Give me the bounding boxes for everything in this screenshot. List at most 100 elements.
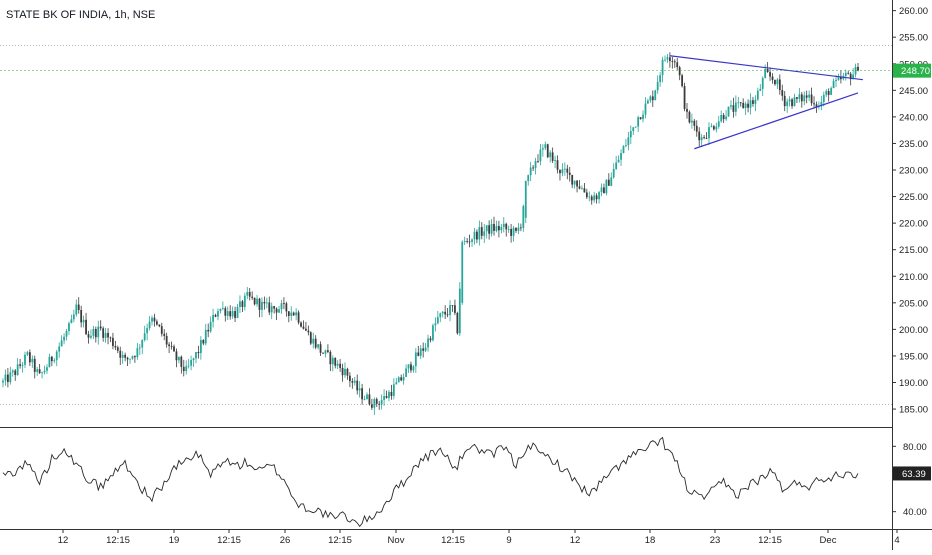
candle-body bbox=[219, 308, 222, 312]
candle-body bbox=[649, 96, 652, 101]
candle-body bbox=[732, 105, 735, 112]
candle-body bbox=[720, 114, 723, 122]
candle-body bbox=[77, 304, 80, 311]
price-tick-label: 240.00 bbox=[899, 112, 928, 123]
candle-body bbox=[776, 79, 779, 85]
candle-body bbox=[160, 326, 163, 334]
candle-body bbox=[566, 168, 569, 173]
candle-body bbox=[532, 167, 534, 169]
candle-body bbox=[436, 317, 439, 324]
candle-body bbox=[261, 301, 263, 310]
time-tick-label: 12:15 bbox=[441, 535, 465, 546]
candle-body bbox=[654, 90, 657, 101]
candle-body bbox=[392, 384, 395, 396]
candle-body bbox=[26, 352, 29, 355]
candle-body bbox=[690, 120, 693, 123]
time-tick-label: 12:15 bbox=[106, 535, 130, 546]
candle-body bbox=[341, 367, 344, 376]
candle-body bbox=[556, 160, 559, 170]
candle-body bbox=[329, 351, 332, 365]
price-tick-label: 205.00 bbox=[899, 298, 928, 309]
candle-body bbox=[815, 104, 818, 108]
candle-body bbox=[656, 82, 659, 91]
candle-body bbox=[827, 91, 830, 95]
candle-body bbox=[563, 168, 566, 170]
candle-body bbox=[36, 369, 39, 372]
candle-body bbox=[199, 340, 202, 354]
candle-body bbox=[192, 358, 195, 361]
candle-body bbox=[348, 375, 351, 382]
rsi-value-tag bbox=[893, 466, 931, 481]
candle-body bbox=[581, 188, 583, 190]
candle-body bbox=[427, 338, 429, 348]
candle-body bbox=[300, 322, 302, 327]
candle-body bbox=[366, 394, 368, 400]
candle-body bbox=[43, 370, 46, 373]
candle-body bbox=[202, 340, 205, 344]
candle-body bbox=[857, 66, 859, 71]
candle-body bbox=[177, 356, 180, 361]
candle-body bbox=[483, 231, 486, 236]
candle-body bbox=[647, 100, 649, 104]
candle-body bbox=[737, 102, 740, 104]
candle-body bbox=[456, 312, 459, 334]
candle-body bbox=[248, 291, 251, 297]
candle-body bbox=[695, 125, 698, 132]
candle-body bbox=[80, 310, 83, 323]
candle-body bbox=[190, 360, 192, 366]
candle-body bbox=[258, 298, 261, 310]
candle-body bbox=[236, 307, 239, 318]
candle-body bbox=[598, 192, 600, 200]
candle-body bbox=[727, 106, 730, 117]
candle-body bbox=[752, 100, 754, 104]
candle-body bbox=[163, 333, 166, 336]
candle-body bbox=[434, 323, 437, 326]
candle-body bbox=[234, 311, 236, 318]
candle-body bbox=[185, 366, 188, 372]
candle-body bbox=[351, 381, 354, 383]
candle-body bbox=[607, 179, 610, 186]
candle-body bbox=[659, 75, 662, 83]
candle-body bbox=[808, 94, 811, 98]
candle-body bbox=[9, 372, 12, 383]
candle-body bbox=[99, 326, 102, 329]
candle-body bbox=[634, 126, 637, 128]
candle-body bbox=[810, 94, 813, 104]
candle-body bbox=[449, 305, 451, 315]
candle-body bbox=[485, 225, 488, 232]
candle-body bbox=[375, 399, 378, 404]
candle-body bbox=[221, 308, 224, 309]
candle-body bbox=[693, 120, 696, 126]
candle-body bbox=[742, 102, 745, 109]
candle-body bbox=[309, 332, 312, 344]
candle-body bbox=[324, 350, 327, 354]
candle-body bbox=[830, 88, 833, 95]
candle-body bbox=[292, 312, 295, 316]
candle-body bbox=[603, 187, 605, 194]
candle-body bbox=[307, 330, 310, 333]
candle-body bbox=[2, 380, 4, 383]
candle-body bbox=[55, 351, 58, 361]
time-tick-label: 12:15 bbox=[217, 535, 241, 546]
candle-body bbox=[295, 312, 298, 316]
candle-body bbox=[353, 380, 356, 383]
candle-body bbox=[473, 231, 476, 240]
candle-body bbox=[180, 356, 183, 367]
candle-body bbox=[107, 332, 109, 338]
candle-body bbox=[441, 311, 444, 314]
candle-body bbox=[116, 347, 119, 351]
candle-body bbox=[622, 146, 625, 154]
candle-body bbox=[627, 137, 630, 146]
candle-body bbox=[187, 365, 190, 367]
candle-body bbox=[505, 223, 508, 230]
candle-body bbox=[28, 352, 31, 363]
candle-body bbox=[688, 111, 691, 123]
candle-body bbox=[681, 75, 684, 87]
chart-title: STATE BK OF INDIA, 1h, NSE bbox=[6, 9, 156, 21]
candle-body bbox=[182, 366, 185, 372]
time-tick-label: 9 bbox=[506, 535, 511, 546]
candle-body bbox=[708, 127, 710, 139]
candle-body bbox=[813, 103, 815, 105]
